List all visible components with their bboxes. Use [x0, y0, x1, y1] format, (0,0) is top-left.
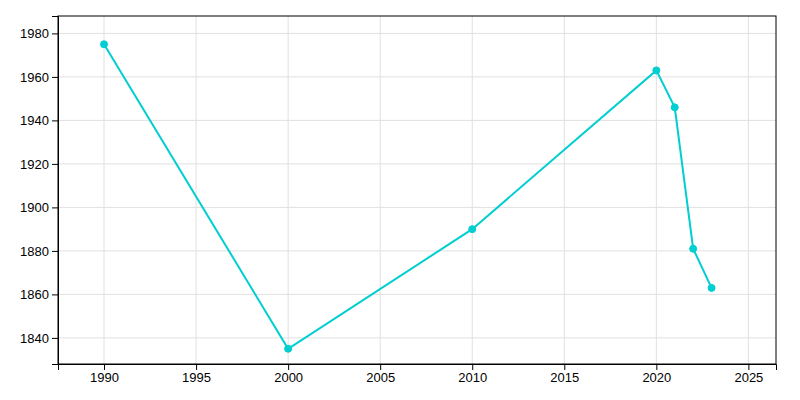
marker: [671, 104, 678, 111]
x-axis-tick-label: 2015: [550, 370, 579, 385]
x-axis-tick-mark: [656, 364, 657, 370]
x-axis-tick: 2015: [550, 364, 579, 385]
y-axis-tick-label: 1960: [20, 70, 49, 85]
chart-svg: 1990 1995 2000 2005 2010 2015 2020 2025 1840 1860…: [0, 0, 800, 400]
grid-line-y: [58, 120, 776, 121]
y-axis-tick-mark: [52, 120, 58, 121]
y-axis-tick-label: 1900: [20, 200, 49, 215]
y-axis-tick: 1840: [20, 331, 58, 346]
x-axis-tick: 2005: [366, 364, 395, 385]
y-axis-tick: 1940: [20, 113, 58, 128]
marker: [690, 245, 697, 252]
x-axis-tick-mark: [196, 364, 197, 370]
grid-line-y: [58, 207, 776, 208]
x-axis-domain: [59, 365, 777, 371]
x-axis-tick-label: 1990: [90, 370, 119, 385]
grid-line-x: [288, 16, 289, 364]
x-axis-tick-label: 1995: [182, 370, 211, 385]
grid-line-y: [58, 163, 776, 164]
y-axis-tick: 1980: [20, 26, 58, 41]
marker: [469, 226, 476, 233]
x-axis-tick-label: 2005: [366, 370, 395, 385]
y-axis-tick-label: 1940: [20, 113, 49, 128]
x-axis-tick: 2010: [458, 364, 487, 385]
line: [104, 44, 712, 349]
x-axis: 1990 1995 2000 2005 2010 2015 2020 2025: [59, 364, 777, 385]
grid-line-y: [58, 250, 776, 251]
y-axis-tick-label: 1920: [20, 157, 49, 172]
chart-container: 1990 1995 2000 2005 2010 2015 2020 2025 1840 1860…: [0, 0, 800, 400]
y-axis: 1840 1860 1880 1900 1920 1940 1960 1980: [20, 17, 58, 365]
x-axis-tick-mark: [472, 364, 473, 370]
x-axis-tick-mark: [104, 364, 105, 370]
grid-line-x: [472, 16, 473, 364]
grid-line-y: [58, 337, 776, 338]
x-axis-tick-label: 2020: [642, 370, 671, 385]
x-axis-tick-label: 2025: [734, 370, 763, 385]
grid-line-x: [748, 16, 749, 364]
grid-line-y: [58, 294, 776, 295]
x-axis-tick: 1990: [90, 364, 119, 385]
grid-line-x: [104, 16, 105, 364]
y-axis-tick-mark: [52, 33, 58, 34]
y-axis-tick-mark: [52, 294, 58, 295]
x-axis-tick-mark: [748, 364, 749, 370]
y-axis-tick-mark: [52, 251, 58, 252]
grid: [58, 16, 776, 364]
y-axis-tick-label: 1880: [20, 244, 49, 259]
x-axis-tick: 2000: [274, 364, 303, 385]
marker: [653, 67, 660, 74]
y-axis-tick-mark: [52, 207, 58, 208]
y-axis-tick: 1960: [20, 70, 58, 85]
y-axis-tick: 1920: [20, 157, 58, 172]
grid-line-y: [58, 76, 776, 77]
plot-area: [101, 41, 716, 353]
marker: [285, 345, 292, 352]
y-axis-tick-mark: [52, 77, 58, 78]
grid-line-x: [564, 16, 565, 364]
y-axis-tick: 1900: [20, 200, 58, 215]
y-axis-tick-label: 1980: [20, 26, 49, 41]
x-axis-tick-label: 2010: [458, 370, 487, 385]
y-axis-tick-mark: [52, 338, 58, 339]
marker: [708, 284, 715, 291]
y-axis-tick-label: 1860: [20, 287, 49, 302]
y-axis-tick-label: 1840: [20, 331, 49, 346]
grid-line-y: [58, 33, 776, 34]
x-axis-tick-mark: [288, 364, 289, 370]
plot-frame: [58, 16, 776, 364]
x-axis-tick: 1995: [182, 364, 211, 385]
y-axis-tick: 1880: [20, 244, 58, 259]
x-axis-tick-mark: [380, 364, 381, 370]
y-axis-tick: 1860: [20, 287, 58, 302]
x-axis-tick: 2020: [642, 364, 671, 385]
x-axis-tick: 2025: [734, 364, 763, 385]
x-axis-tick-mark: [564, 364, 565, 370]
marker: [101, 41, 108, 48]
y-axis-tick-mark: [52, 164, 58, 165]
y-axis-domain: [52, 17, 59, 365]
grid-line-x: [380, 16, 381, 364]
grid-line-x: [196, 16, 197, 364]
x-axis-tick-label: 2000: [274, 370, 303, 385]
